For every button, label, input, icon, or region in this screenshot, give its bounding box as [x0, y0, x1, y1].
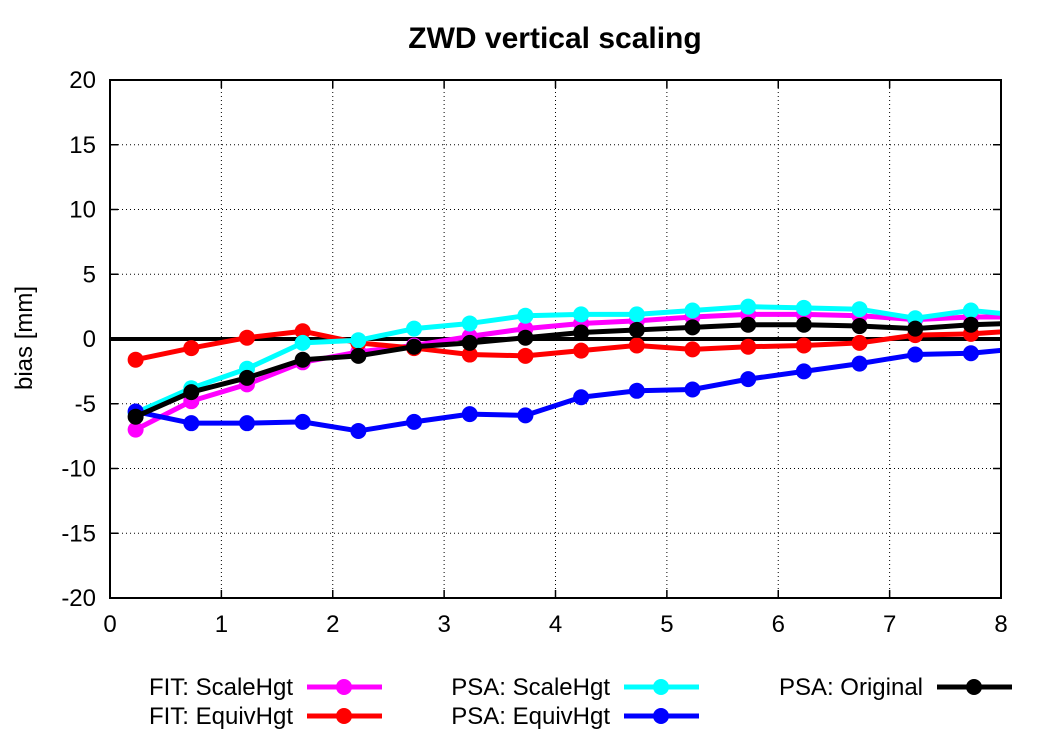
data-point — [517, 329, 534, 346]
data-point — [183, 415, 200, 432]
data-point — [127, 421, 144, 438]
data-point — [350, 422, 367, 439]
y-axis-label: bias [mm] — [11, 286, 38, 390]
data-point — [740, 371, 757, 388]
data-point — [350, 347, 367, 364]
y-tick-label: -10 — [61, 456, 96, 483]
x-tick-label: 2 — [326, 611, 339, 638]
data-point — [573, 324, 590, 341]
data-point — [294, 334, 311, 351]
data-point — [517, 407, 534, 424]
x-tick-label: 4 — [549, 611, 562, 638]
data-point — [851, 355, 868, 372]
y-tick-label: 0 — [83, 326, 96, 353]
y-tick-label: 20 — [69, 67, 96, 94]
data-point — [962, 345, 979, 362]
data-point — [127, 351, 144, 368]
data-point — [183, 340, 200, 357]
legend-swatch-marker — [653, 679, 669, 695]
data-point — [350, 332, 367, 349]
data-point — [684, 319, 701, 336]
series-4 — [127, 315, 1020, 425]
data-point — [795, 299, 812, 316]
data-point — [684, 341, 701, 358]
data-point — [684, 381, 701, 398]
data-point — [573, 306, 590, 323]
x-tick-label: 5 — [660, 611, 673, 638]
data-point — [1004, 323, 1020, 339]
legend-label: FIT: ScaleHgt — [149, 674, 293, 701]
data-point — [573, 389, 590, 406]
data-point — [294, 351, 311, 368]
data-point — [406, 338, 423, 355]
data-point — [238, 329, 255, 346]
data-point — [406, 320, 423, 337]
y-tick-label: -5 — [75, 391, 96, 418]
series-layer — [127, 298, 1020, 439]
data-point — [628, 337, 645, 354]
data-point — [740, 338, 757, 355]
x-tick-label: 6 — [772, 611, 785, 638]
x-tick-label: 7 — [883, 611, 896, 638]
legend-swatch-marker — [966, 679, 982, 695]
series-3 — [127, 341, 1020, 439]
data-point — [238, 369, 255, 386]
data-point — [907, 346, 924, 363]
data-point — [740, 298, 757, 315]
data-point — [461, 315, 478, 332]
x-tick-label: 1 — [215, 611, 228, 638]
data-point — [851, 318, 868, 335]
data-point — [628, 382, 645, 399]
y-tick-label: -20 — [61, 585, 96, 612]
y-tick-label: 10 — [69, 197, 96, 224]
x-tick-label: 3 — [437, 611, 450, 638]
legend-swatch-marker — [336, 708, 352, 724]
data-point — [628, 321, 645, 338]
data-point — [294, 323, 311, 340]
y-tick-label: 5 — [83, 261, 96, 288]
legend-swatch-marker — [653, 708, 669, 724]
data-point — [851, 334, 868, 351]
data-point — [1004, 341, 1020, 357]
data-point — [684, 302, 701, 319]
data-point — [962, 316, 979, 333]
legend-label: PSA: ScaleHgt — [451, 674, 610, 701]
data-point — [795, 316, 812, 333]
data-point — [795, 363, 812, 380]
data-point — [795, 337, 812, 354]
chart-title: ZWD vertical scaling — [408, 22, 701, 55]
y-tick-label: -15 — [61, 520, 96, 547]
data-point — [740, 316, 757, 333]
data-point — [573, 342, 590, 359]
x-tick-label: 8 — [994, 611, 1007, 638]
legend-label: PSA: Original — [779, 674, 923, 701]
data-point — [461, 406, 478, 423]
tick-labels: 0 1 2 3 4 5 6 7 8 20 15 10 5 0 -5 -10 -15 -20 — [61, 67, 1007, 638]
data-point — [238, 415, 255, 432]
data-point — [517, 307, 534, 324]
data-point — [1004, 315, 1020, 331]
data-point — [1004, 309, 1020, 325]
data-point — [406, 413, 423, 430]
y-tick-label: 15 — [69, 132, 96, 159]
data-point — [851, 301, 868, 318]
data-point — [294, 413, 311, 430]
data-point — [1004, 306, 1020, 322]
data-point — [461, 334, 478, 351]
data-point — [517, 347, 534, 364]
x-tick-label: 0 — [103, 611, 116, 638]
data-point — [628, 306, 645, 323]
data-point — [907, 320, 924, 337]
data-point — [962, 302, 979, 319]
legend-label: PSA: EquivHgt — [451, 703, 610, 730]
legend-label: FIT: EquivHgt — [149, 703, 293, 730]
data-point — [127, 408, 144, 425]
data-point — [461, 346, 478, 363]
data-point — [183, 384, 200, 401]
legend-swatch-marker — [336, 679, 352, 695]
